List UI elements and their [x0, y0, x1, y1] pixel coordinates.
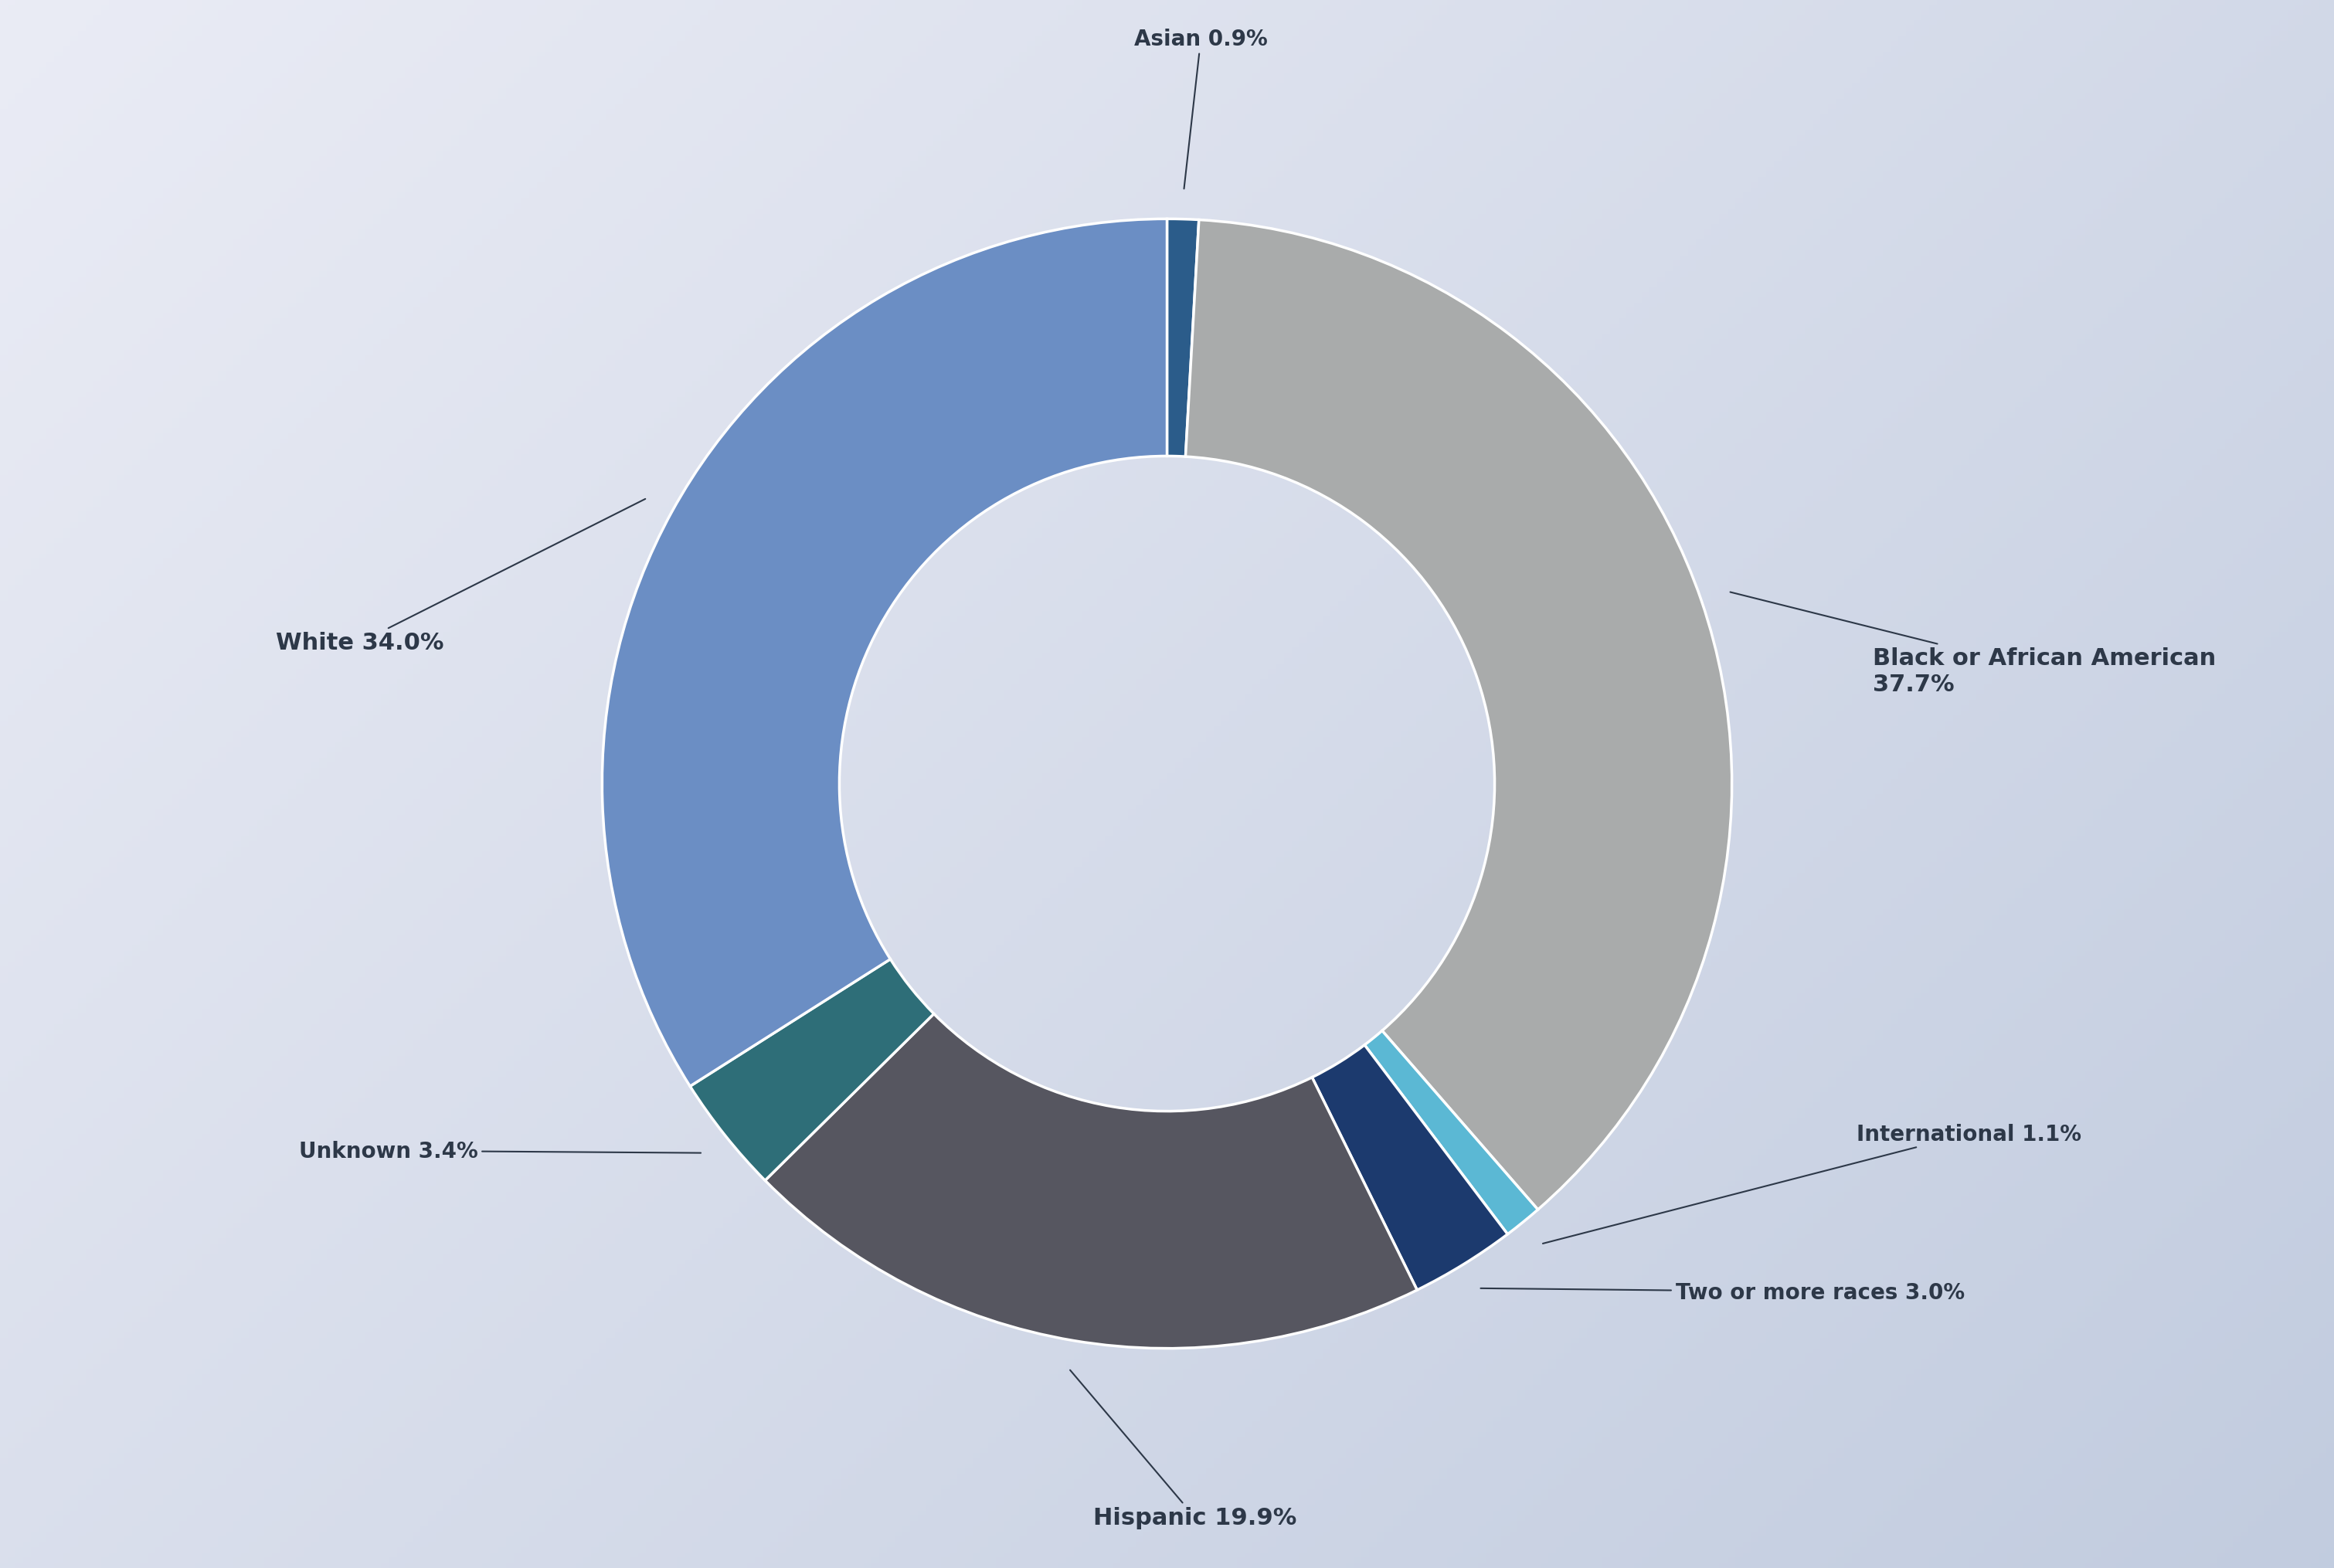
Wedge shape	[1186, 221, 1732, 1210]
Text: Two or more races 3.0%: Two or more races 3.0%	[1480, 1281, 1965, 1303]
Wedge shape	[1312, 1046, 1508, 1290]
Text: Hispanic 19.9%: Hispanic 19.9%	[1069, 1370, 1298, 1529]
Text: Asian 0.9%: Asian 0.9%	[1134, 28, 1267, 190]
Text: White 34.0%: White 34.0%	[275, 500, 644, 654]
Text: Unknown 3.4%: Unknown 3.4%	[299, 1140, 700, 1162]
Text: International 1.1%: International 1.1%	[1543, 1123, 2082, 1243]
Wedge shape	[1167, 220, 1200, 458]
Wedge shape	[691, 960, 934, 1181]
Wedge shape	[766, 1014, 1417, 1348]
Text: Black or African American
37.7%: Black or African American 37.7%	[1729, 593, 2217, 695]
Wedge shape	[1365, 1030, 1538, 1234]
Wedge shape	[602, 220, 1167, 1087]
